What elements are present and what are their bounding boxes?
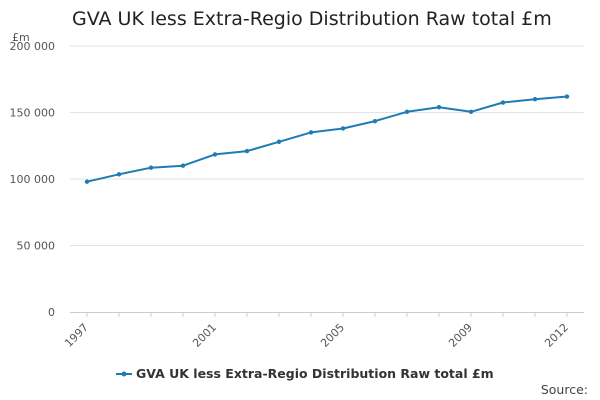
series-layer: [84, 94, 570, 184]
data-point: [372, 118, 378, 124]
source-label: Source:: [540, 382, 588, 397]
x-tick-label: 2012: [542, 321, 571, 350]
legend[interactable]: GVA UK less Extra-Regio Distribution Raw…: [116, 366, 494, 381]
data-point: [532, 97, 538, 102]
y-tick-label: 200 000: [10, 40, 56, 53]
y-tick-label: 100 000: [10, 173, 56, 186]
x-axis: [70, 312, 584, 317]
y-tick-label: 150 000: [10, 107, 56, 120]
data-point: [84, 179, 90, 184]
x-axis-tick-labels: 1997 2001 2005 2009 2012: [62, 321, 571, 350]
series-line: [86, 95, 568, 183]
y-axis-tick-labels: 0 50 000 100 000 150 000 200 000: [10, 40, 56, 319]
y-axis-unit-label: £m: [12, 31, 30, 44]
x-tick-label: 2001: [190, 321, 219, 350]
x-tick-label: 2009: [446, 321, 475, 350]
gridlines: [70, 45, 584, 246]
data-point: [244, 148, 250, 154]
x-tick-label: 1997: [62, 321, 91, 350]
data-point: [116, 172, 122, 177]
data-point: [468, 109, 474, 115]
data-point: [148, 165, 154, 170]
data-point: [212, 152, 218, 157]
y-tick-label: 0: [48, 306, 55, 319]
y-tick-label: 50 000: [17, 240, 56, 253]
data-point: [340, 126, 346, 131]
data-point: [500, 100, 506, 105]
data-point: [308, 130, 314, 135]
chart-title: GVA UK less Extra-Regio Distribution Raw…: [72, 8, 552, 30]
legend-swatch-icon: [116, 371, 132, 376]
data-point: [404, 109, 410, 115]
data-point: [276, 139, 282, 144]
legend-label: GVA UK less Extra-Regio Distribution Raw…: [136, 366, 494, 381]
x-tick-label: 2005: [318, 321, 347, 350]
data-point: [436, 104, 442, 110]
data-point: [180, 163, 186, 168]
data-point: [564, 94, 570, 99]
